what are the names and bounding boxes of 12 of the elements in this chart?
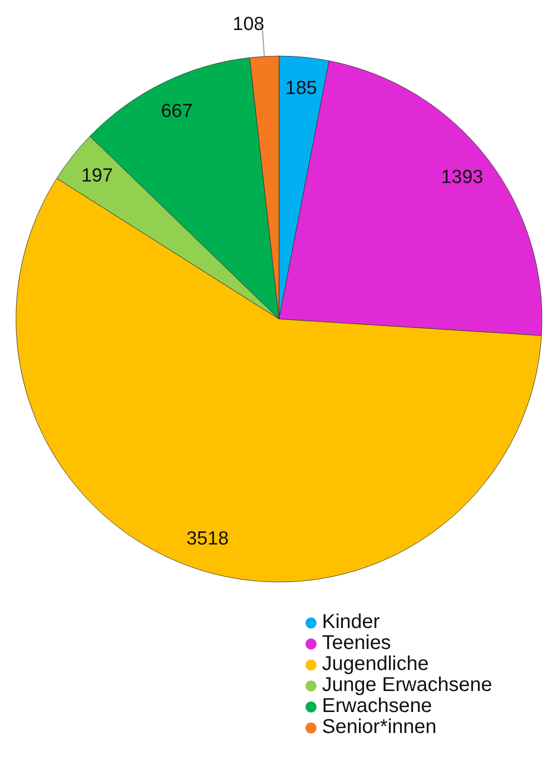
legend-label: Teenies	[322, 632, 391, 654]
data-label: 3518	[186, 528, 229, 550]
data-label: 197	[81, 165, 113, 186]
legend-label: Senior*innen	[322, 716, 437, 738]
legend-label: Erwachsene	[322, 695, 432, 717]
data-label: 185	[285, 78, 317, 100]
data-label: 108	[232, 14, 264, 35]
legend-label: Kinder	[322, 611, 380, 633]
legend-label: Junge Erwachsene	[322, 674, 492, 696]
data-label: 1393	[440, 166, 484, 188]
data-label: 667	[160, 100, 193, 122]
legend-label: Jugendliche	[322, 653, 429, 675]
